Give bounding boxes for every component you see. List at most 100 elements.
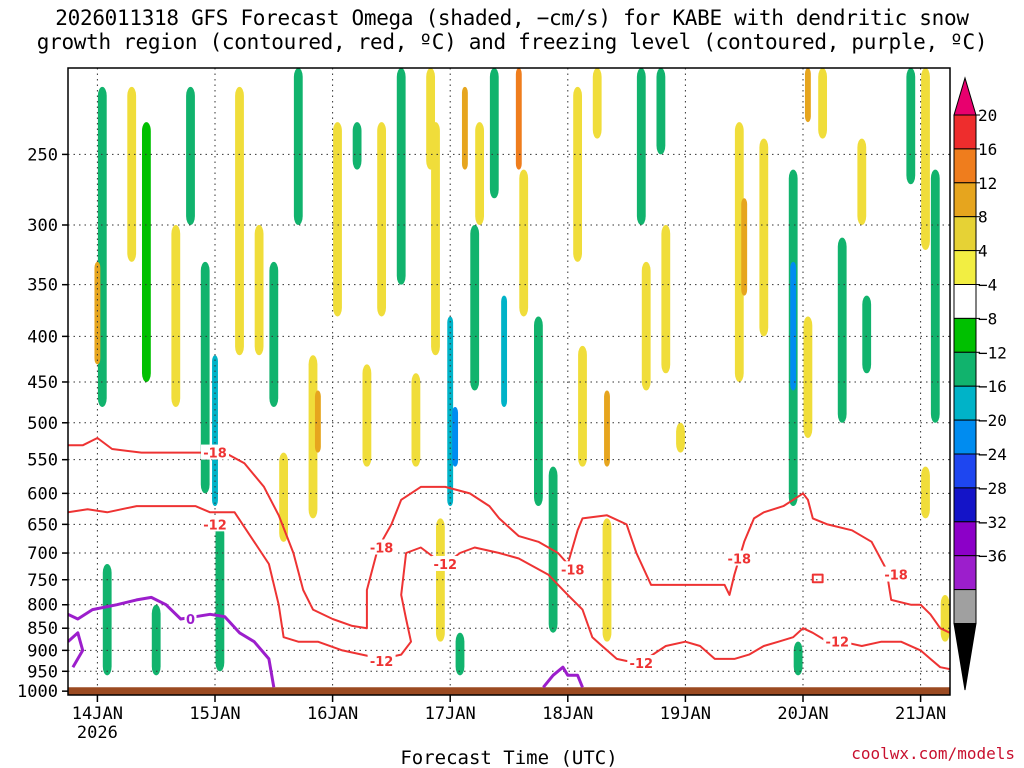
contour-label-bg xyxy=(431,555,460,571)
colorbar-label: −20 xyxy=(978,411,1007,430)
omega-cell xyxy=(470,224,480,391)
contour-label: -18 xyxy=(884,569,908,584)
colorbar-top-arrow xyxy=(953,76,977,116)
colorbar-label: −28 xyxy=(978,479,1007,498)
contour-label: -18 xyxy=(203,447,227,462)
colorbar-label: 20 xyxy=(978,106,997,125)
x-tick-label: 15JAN xyxy=(189,704,240,724)
contour-line xyxy=(68,595,276,688)
omega-cell xyxy=(921,466,930,519)
y-tick-label: 400 xyxy=(27,327,58,347)
omega-cell xyxy=(235,86,244,356)
contour-label-bg xyxy=(823,633,852,649)
colorbar-segment xyxy=(953,250,977,286)
omega-cell xyxy=(578,345,587,467)
colorbar-segment xyxy=(953,487,977,523)
omega-cell xyxy=(592,68,602,139)
contour-label-bg xyxy=(558,561,587,577)
x-tick-label: 14JAN xyxy=(72,704,123,724)
colorbar-segment xyxy=(953,385,977,421)
omega-cell xyxy=(906,68,916,185)
colorbar-segment xyxy=(953,114,977,150)
contour-label: -18 xyxy=(370,541,394,556)
omega-cell xyxy=(804,68,811,123)
omega-cell xyxy=(790,261,797,391)
contour-line xyxy=(68,631,85,668)
y-tick-label: 850 xyxy=(27,619,58,639)
omega-cell xyxy=(212,355,218,507)
omega-cell xyxy=(636,68,646,225)
contour-line xyxy=(68,505,950,671)
omega-cell xyxy=(447,316,454,507)
omega-cell xyxy=(515,68,522,170)
colorbar-label: −4 xyxy=(978,276,997,295)
x-tick-label: 18JAN xyxy=(542,704,593,724)
omega-cell xyxy=(215,524,225,672)
colorbar-label: −36 xyxy=(978,547,1007,566)
x-tick-label: 20JAN xyxy=(777,704,828,724)
contour-line xyxy=(811,573,824,584)
omega-cell xyxy=(759,138,769,337)
contour-label-bg xyxy=(201,516,229,532)
y-tick-label: 650 xyxy=(27,515,58,535)
colorbar-segment xyxy=(953,317,977,353)
grid-lines xyxy=(68,68,950,695)
omega-cell xyxy=(857,138,867,225)
omega-cell xyxy=(656,68,666,155)
contours: -18 -18 -18 -18 -18 -12 -12 -12 -12 -12 0 xyxy=(68,437,950,689)
y-tick-label: 450 xyxy=(27,373,58,393)
omega-cell xyxy=(377,122,387,317)
chart-title: 2026011318 GFS Forecast Omega (shaded, −… xyxy=(0,6,1024,54)
omega-cell xyxy=(519,169,529,317)
contour-label-bg xyxy=(184,611,197,627)
omega-cell xyxy=(452,406,459,467)
contour-label-bg xyxy=(627,655,656,671)
x-tick-label: 19JAN xyxy=(660,704,711,724)
omega-cell xyxy=(533,316,543,507)
y-tick-label: 700 xyxy=(27,544,58,564)
y-tick-label: 350 xyxy=(27,276,58,296)
y-axis: 2503003504004505005506006507007508008509… xyxy=(17,145,68,702)
colorbar-segment xyxy=(953,453,977,489)
contour-label: -12 xyxy=(203,518,227,533)
omega-cell xyxy=(489,68,499,199)
contour-label-bg xyxy=(725,550,754,566)
y-tick-label: 600 xyxy=(27,484,58,504)
colorbar-segment xyxy=(953,555,977,591)
omega-cell xyxy=(314,390,321,453)
omega-cell xyxy=(151,604,161,676)
omega-cell xyxy=(501,295,508,407)
contour-label: -18 xyxy=(561,563,585,578)
chart-title-line-2: growth region (contoured, red, ºC) and f… xyxy=(36,30,988,54)
omega-cell xyxy=(141,122,151,382)
colorbar-segment xyxy=(953,182,977,218)
omega-cell xyxy=(734,122,744,382)
omega-cell xyxy=(254,224,264,356)
chart-title-line-1: 2026011318 GFS Forecast Omega (shaded, −… xyxy=(55,6,969,30)
omega-cell xyxy=(641,261,651,391)
credit-text: coolwx.com/models xyxy=(851,744,1015,763)
contour-line xyxy=(68,437,950,634)
x-tick-label: 17JAN xyxy=(425,704,476,724)
colorbar-label: 4 xyxy=(978,242,988,261)
omega-cell xyxy=(461,86,468,170)
omega-cell xyxy=(862,295,872,374)
ground-fill xyxy=(68,687,950,695)
omega-cell xyxy=(573,86,583,262)
omega-cell xyxy=(818,68,828,139)
omega-cell xyxy=(676,422,685,453)
omega-cell xyxy=(921,68,930,250)
omega-cell xyxy=(362,364,372,467)
omega-cell xyxy=(186,86,195,225)
omega-cell xyxy=(411,373,421,467)
omega-cell xyxy=(803,316,813,438)
colorbar-label: 16 xyxy=(978,140,997,159)
omega-cell xyxy=(333,122,342,317)
colorbar-label: −8 xyxy=(978,309,997,328)
omega-cell xyxy=(930,169,940,423)
contour-line xyxy=(542,665,584,689)
omega-cell xyxy=(837,237,847,423)
y-tick-label: 950 xyxy=(27,662,58,682)
colorbar-label: −16 xyxy=(978,377,1007,396)
